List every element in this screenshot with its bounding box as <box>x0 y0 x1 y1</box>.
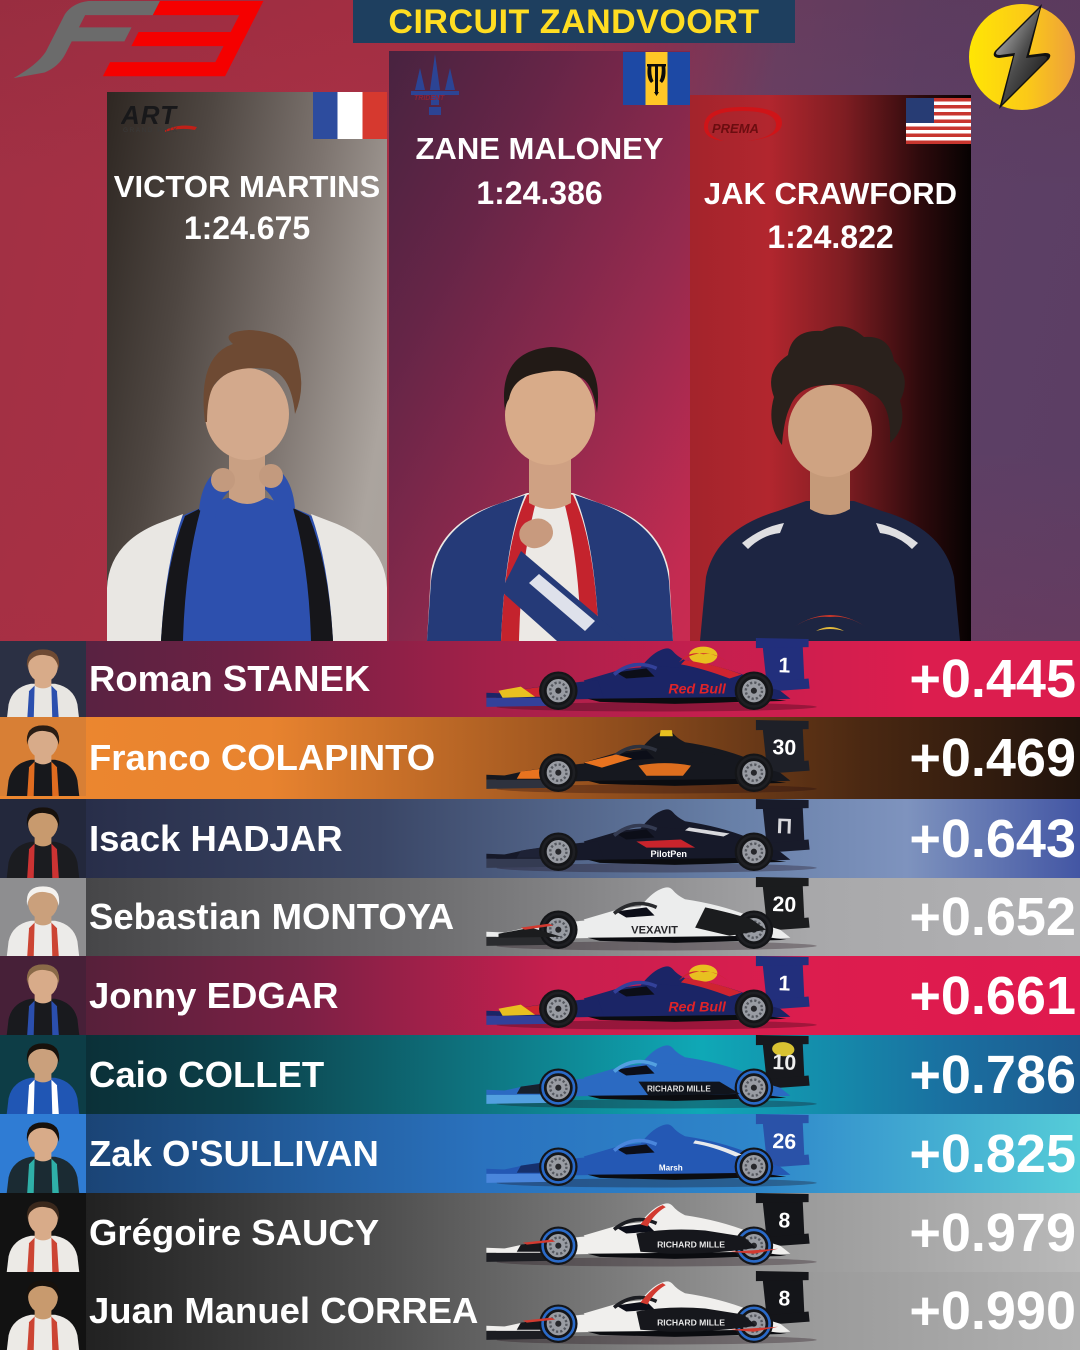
svg-text:8: 8 <box>778 1286 791 1310</box>
svg-text:Red Bull: Red Bull <box>668 682 727 698</box>
svg-text:Marsh: Marsh <box>659 1164 683 1173</box>
svg-text:RICHARD MILLE: RICHARD MILLE <box>657 1240 725 1250</box>
svg-text:1: 1 <box>778 653 791 677</box>
svg-text:PREMA: PREMA <box>712 121 759 136</box>
svg-text:GRAND PRIX: GRAND PRIX <box>123 127 178 134</box>
svg-text:Π: Π <box>776 814 792 839</box>
svg-text:10: 10 <box>772 1050 796 1075</box>
svg-text:PilotPen: PilotPen <box>651 849 687 859</box>
svg-text:RICHARD MILLE: RICHARD MILLE <box>647 1085 711 1094</box>
svg-text:8: 8 <box>778 1208 791 1232</box>
svg-text:RICHARD MILLE: RICHARD MILLE <box>657 1318 725 1328</box>
svg-text:1: 1 <box>778 971 791 995</box>
svg-text:30: 30 <box>772 735 796 760</box>
svg-text:20: 20 <box>772 892 796 917</box>
svg-text:VEXAVIT: VEXAVIT <box>631 925 678 937</box>
svg-text:TRIDENT: TRIDENT <box>414 95 445 102</box>
svg-text:ART: ART <box>121 102 178 130</box>
svg-text:26: 26 <box>772 1129 797 1154</box>
svg-text:Red Bull: Red Bull <box>668 1000 727 1016</box>
